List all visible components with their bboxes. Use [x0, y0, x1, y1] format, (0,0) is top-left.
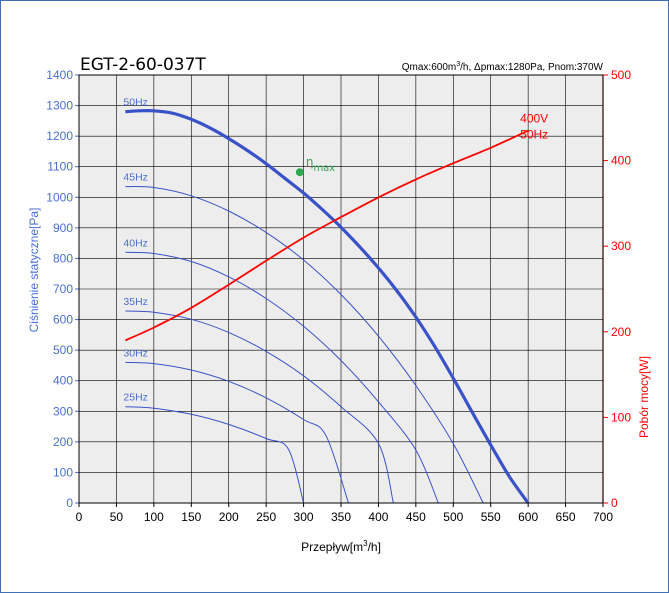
x-tick-label: 150 [181, 510, 201, 524]
curve-label-35hz: 35Hz [123, 296, 148, 308]
y2-tick-label: 0 [611, 496, 618, 510]
y-tick-label: 1400 [46, 68, 73, 82]
x-tick-label: 400 [368, 510, 388, 524]
curves [125, 108, 530, 504]
x-tick-label: 300 [294, 510, 314, 524]
eta-max-label: ηmax [306, 155, 335, 174]
pressure-curve-40hz [125, 251, 439, 504]
grid [75, 74, 608, 507]
x-tick-label: 100 [144, 510, 164, 524]
y2-tick-label: 200 [611, 325, 631, 339]
pressure-curve-35hz [125, 310, 394, 504]
eta-max-point [295, 168, 304, 177]
eta-symbol: η [306, 155, 314, 169]
y-tick-label: 100 [53, 465, 73, 479]
pressure-curve-50hz [125, 108, 530, 504]
curve-label-30hz: 30Hz [123, 347, 148, 359]
power-label-frequency: 50Hz [520, 128, 548, 142]
y-tick-label: 1000 [46, 190, 73, 204]
subtitle-q-sup: 3 [456, 61, 460, 68]
x-tick-label: 600 [518, 510, 538, 524]
curve-label-40hz: 40Hz [123, 237, 148, 249]
x-tick-label: 550 [481, 510, 501, 524]
x-tick-label: 50 [110, 510, 124, 524]
labels: 0 50 100 150 200 250 300 350 400 450 500 550 600 650 7… [46, 68, 631, 524]
chart-title: EGT-2-60-037T [80, 55, 206, 75]
y2-tick-label: 300 [611, 239, 631, 253]
y-tick-label: 400 [53, 374, 73, 388]
x-tick-label: 500 [443, 510, 463, 524]
eta-subscript: max [313, 163, 335, 174]
x-axis-label-sup: 3 [363, 539, 368, 548]
y2-tick-label: 100 [611, 410, 631, 424]
y2-tick-label: 500 [611, 68, 631, 82]
power-curve-400v-50hz [125, 129, 529, 342]
y2-tick-label: 400 [611, 154, 631, 168]
subtitle-q: Qmax:600m [402, 62, 456, 73]
y-tick-label: 700 [53, 282, 73, 296]
subtitle-rest: /h, Δpmax:1280Pa, Pnom:370W [460, 62, 603, 73]
y-tick-label: 0 [66, 496, 73, 510]
curve-label-45hz: 45Hz [123, 172, 148, 184]
y-tick-label: 600 [53, 313, 73, 327]
plot-border [78, 74, 604, 504]
chart-subtitle: Qmax:600m3/h, Δpmax:1280Pa, Pnom:370W [402, 61, 604, 73]
x-tick-label: 350 [331, 510, 351, 524]
x-tick-label: 200 [219, 510, 239, 524]
y-tick-label: 900 [53, 221, 73, 235]
x-axis-label-tail: /h] [368, 540, 381, 554]
curve-label-50hz: 50Hz [123, 97, 148, 109]
y-tick-label: 800 [53, 251, 73, 265]
x-tick-label: 700 [593, 510, 613, 524]
x-axis-label: Przepływ[m3/h] [301, 539, 381, 554]
y-axis-label: Ciśnienie statyczne[Pa] [27, 208, 41, 333]
x-tick-label: 250 [256, 510, 276, 524]
pressure-curve-25hz [125, 406, 305, 504]
y-tick-label: 1100 [47, 160, 73, 174]
curve-label-25hz: 25Hz [123, 392, 148, 404]
y-tick-label: 1300 [46, 99, 73, 113]
power-label-voltage: 400V [520, 112, 548, 126]
pressure-curve-45hz [125, 186, 484, 504]
y-tick-label: 500 [53, 343, 73, 357]
y-tick-label: 200 [53, 435, 73, 449]
y2-axis-label: Pobór mocy[W] [637, 356, 651, 438]
x-tick-label: 450 [406, 510, 426, 524]
x-tick-label: 0 [76, 510, 83, 524]
y-tick-label: 300 [53, 404, 73, 418]
y-tick-label: 1200 [46, 129, 73, 143]
x-axis-label-main: Przepływ[m [301, 540, 363, 554]
x-tick-label: 650 [556, 510, 576, 524]
pressure-curve-30hz [125, 361, 349, 504]
